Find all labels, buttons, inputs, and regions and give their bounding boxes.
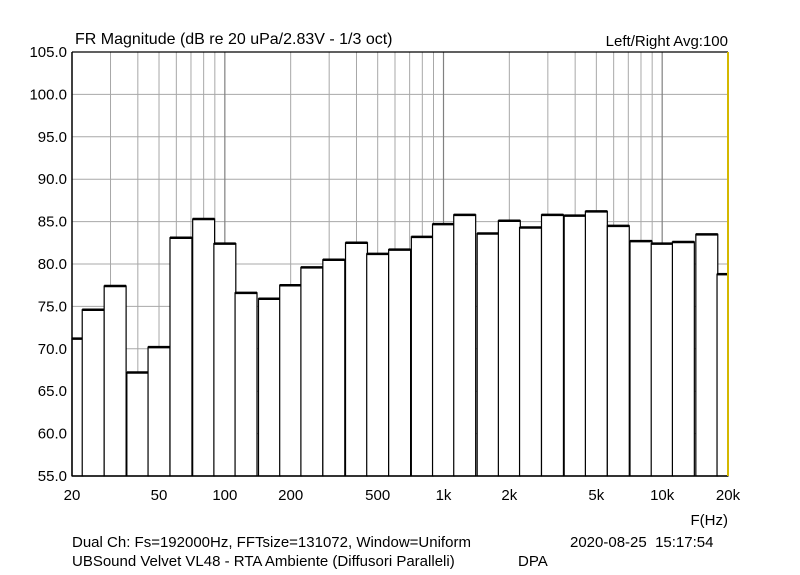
bar-16000hz (695, 233, 719, 477)
bar-1600hz (476, 232, 500, 477)
x-tick-label: 50 (151, 487, 168, 504)
bar-5000hz (584, 210, 608, 477)
bar-1250hz (453, 214, 477, 477)
footer-settings: Dual Ch: Fs=192000Hz, FFTsize=131072, Wi… (72, 534, 471, 551)
bar-63hz (169, 237, 193, 477)
bar-10000hz (650, 243, 674, 477)
bar-2500hz (518, 226, 543, 477)
y-tick-label: 65.0 (38, 383, 67, 400)
footer-measurement: UBSound Velvet VL48 - RTA Ambiente (Diff… (72, 553, 455, 570)
x-tick-label: 100 (212, 487, 237, 504)
x-tick-label: 20 (64, 487, 81, 504)
bar-3150hz (540, 214, 565, 477)
x-tick-label: 10k (650, 487, 675, 504)
bar-125hz (234, 292, 258, 477)
y-tick-label: 60.0 (38, 426, 67, 443)
y-tick-label: 100.0 (29, 86, 67, 103)
axes: 55.0 60.0 65.0 70.0 75.0 80.0 85.0 90.0 95.0 100.… (29, 44, 740, 504)
legend-text: Left/Right Avg:100 (606, 33, 728, 50)
bar-6300hz (606, 225, 630, 477)
x-tick-label: 200 (278, 487, 303, 504)
bar-20hz (71, 338, 84, 477)
bar-400hz (344, 242, 369, 477)
y-tick-label: 95.0 (38, 129, 67, 146)
bar-1000hz (431, 223, 456, 477)
bar-20000hz (716, 273, 729, 477)
x-tick-label: 1k (436, 487, 452, 504)
bar-800hz (410, 236, 434, 477)
bar-315hz (322, 259, 346, 477)
bar-100hz (213, 243, 237, 477)
x-tick-label: 20k (716, 487, 741, 504)
bar-25hz (81, 309, 105, 477)
footer-timestamp: 2020-08-25 15:17:54 (570, 534, 714, 551)
y-tick-label: 70.0 (38, 341, 67, 358)
bar-12500hz (671, 241, 695, 477)
y-tick-label: 80.0 (38, 256, 67, 273)
bars (71, 210, 729, 477)
bar-50hz (147, 346, 171, 477)
footer-tag: DPA (518, 553, 548, 570)
y-tick-label: 90.0 (38, 171, 67, 188)
chart-title: FR Magnitude (dB re 20 uPa/2.83V - 1/3 o… (75, 31, 393, 48)
bar-31.5hz (103, 285, 127, 477)
bar-630hz (388, 248, 412, 477)
y-tick-label: 105.0 (29, 44, 67, 61)
y-tick-label: 55.0 (38, 468, 67, 485)
y-tick-label: 75.0 (38, 298, 67, 315)
bar-8000hz (629, 240, 653, 477)
bar-80hz (192, 218, 216, 477)
x-tick-label: 500 (365, 487, 390, 504)
bar-250hz (300, 266, 324, 477)
x-axis-label: F(Hz) (691, 512, 729, 529)
bar-160hz (257, 298, 282, 477)
bar-500hz (366, 253, 390, 477)
bar-4000hz (563, 215, 587, 477)
bar-2000hz (497, 220, 521, 477)
x-tick-label: 5k (588, 487, 604, 504)
y-tick-label: 85.0 (38, 214, 67, 231)
x-tick-label: 2k (501, 487, 517, 504)
bar-40hz (126, 371, 150, 477)
bar-200hz (279, 284, 303, 477)
